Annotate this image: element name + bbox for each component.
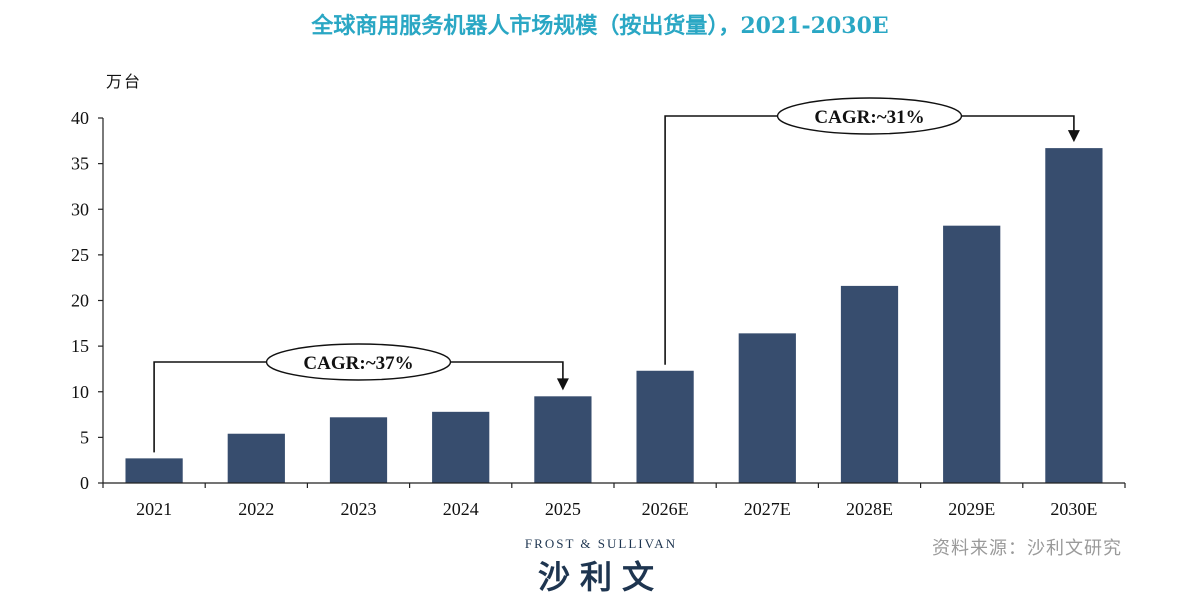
bar-2022	[227, 433, 285, 483]
source-note: 资料来源：沙利文研究	[932, 538, 1122, 559]
chart-title: 全球商用服务机器人市场规模（按出货量），2021-2030E	[311, 13, 889, 39]
cagr-oval	[776, 97, 963, 135]
y-tick-label: 0	[80, 473, 89, 493]
cagr-label: CAGR:~31%	[814, 107, 924, 128]
arrow-head-icon	[556, 378, 569, 391]
y-tick-label: 10	[71, 382, 89, 402]
x-tick-label: 2026E	[642, 499, 689, 519]
x-tick-label: 2029E	[948, 499, 995, 519]
y-tick-label: 40	[71, 108, 89, 128]
x-tick-label: 2024	[443, 499, 479, 519]
x-tick-label: 2022	[238, 499, 274, 519]
bar-2029E	[943, 225, 1001, 484]
cagr-oval	[265, 343, 452, 381]
bar-2027E	[738, 333, 796, 483]
x-tick-label: 2025	[545, 499, 581, 519]
shaliwen-logo: 沙利文	[537, 558, 664, 596]
bar-2021	[125, 458, 183, 483]
y-tick-label: 35	[71, 154, 89, 174]
x-tick-label: 2023	[341, 499, 377, 519]
x-tick-label: 2027E	[744, 499, 791, 519]
y-tick-label: 5	[80, 427, 89, 447]
y-tick-label: 15	[71, 336, 89, 356]
bar-2025	[534, 396, 592, 483]
y-tick-label: 25	[71, 245, 89, 265]
frost-sullivan-logo-text: FROST & SULLIVAN	[524, 536, 678, 551]
cagr-label: CAGR:~37%	[303, 353, 413, 374]
x-tick-label: 2030E	[1050, 499, 1097, 519]
y-tick-label: 20	[71, 291, 89, 311]
bar-2023	[329, 417, 388, 483]
bar-2026E	[636, 370, 694, 483]
x-tick-label: 2021	[136, 499, 172, 519]
x-tick-label: 2028E	[846, 499, 893, 519]
y-axis-unit-label: 万台	[106, 72, 143, 91]
bar-2030E	[1045, 148, 1103, 484]
bar-2028E	[840, 285, 899, 483]
bar-2024	[432, 411, 490, 483]
y-tick-label: 30	[71, 199, 89, 219]
arrow-head-icon	[1067, 130, 1080, 143]
